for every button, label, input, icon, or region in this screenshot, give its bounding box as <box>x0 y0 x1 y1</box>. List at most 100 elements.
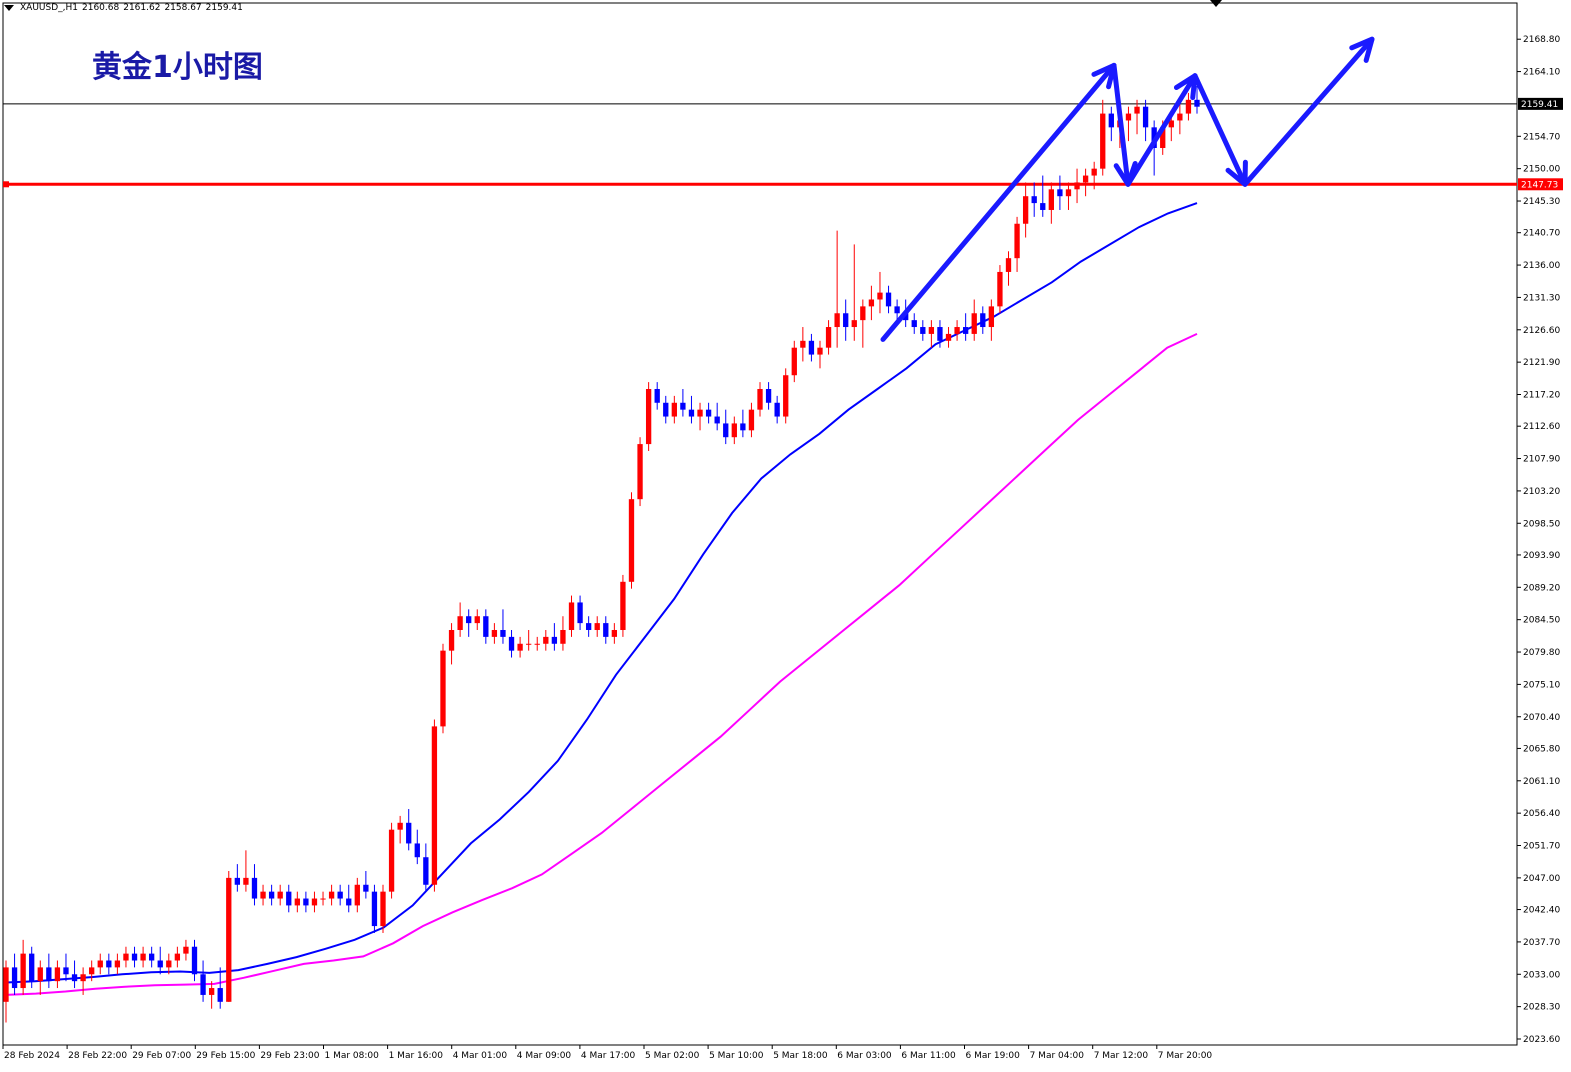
candle-body <box>1040 203 1046 210</box>
x-tick-label: 29 Feb 23:00 <box>260 1051 319 1061</box>
candle-body <box>431 726 438 885</box>
support-price-tag: 2147.73 <box>1521 180 1558 190</box>
candle-body <box>808 340 815 355</box>
y-tick-label: 2089.20 <box>1523 583 1560 593</box>
candle-body <box>945 333 952 341</box>
candle-body <box>277 891 283 899</box>
trend-arrow-line <box>1125 73 1198 187</box>
candle-body <box>294 898 300 906</box>
candle-body <box>474 616 480 624</box>
y-tick-label: 2056.40 <box>1523 809 1560 819</box>
candle-body <box>243 877 249 885</box>
candle-body <box>723 423 729 438</box>
candle-body <box>962 327 969 334</box>
candle-body <box>851 320 857 328</box>
candle-body <box>1031 196 1037 204</box>
y-tick-label: 2098.50 <box>1523 519 1560 529</box>
candle-body <box>380 891 386 927</box>
candle-body <box>637 444 643 500</box>
candle-body <box>894 306 900 314</box>
candle-body <box>11 967 18 989</box>
candle-body <box>71 974 78 982</box>
candle-body <box>217 988 223 1002</box>
candle-body <box>654 389 660 403</box>
candle-body <box>988 306 995 328</box>
candle-body <box>448 629 455 651</box>
current-price-tag-bg <box>1518 97 1563 110</box>
y-tick-label: 2131.30 <box>1523 293 1560 303</box>
candle-body <box>106 960 112 968</box>
x-tick-label: 6 Mar 11:00 <box>901 1051 956 1061</box>
candle-body <box>226 877 232 1002</box>
candle-body <box>577 602 583 624</box>
candle-body <box>551 636 558 644</box>
candle-body <box>791 347 797 376</box>
candle-body <box>251 877 258 899</box>
candle-body <box>20 953 26 989</box>
candle-body <box>303 898 309 906</box>
y-tick-label: 2065.80 <box>1523 744 1560 754</box>
candle-body <box>1194 99 1200 107</box>
x-tick-label: 1 Mar 16:00 <box>389 1051 444 1061</box>
y-tick-label: 2079.80 <box>1523 648 1560 658</box>
candle-body <box>860 306 866 321</box>
candle-body <box>174 953 181 961</box>
y-tick-label: 2033.00 <box>1523 970 1560 980</box>
candle-body <box>697 409 703 417</box>
x-tick-label: 6 Mar 03:00 <box>837 1051 892 1061</box>
x-tick-label: 4 Mar 09:00 <box>517 1051 572 1061</box>
x-tick-label: 28 Feb 2024 <box>4 1051 60 1061</box>
candle-body <box>543 636 549 644</box>
candle-body <box>594 623 600 630</box>
candle-body <box>406 822 412 844</box>
candle-body <box>200 974 206 995</box>
candle-body <box>911 320 917 328</box>
x-tick-label: 29 Feb 07:00 <box>132 1051 191 1061</box>
y-tick-label: 2070.40 <box>1523 713 1560 723</box>
candle-body <box>920 327 926 334</box>
candle-body <box>585 623 592 630</box>
y-tick-label: 2117.20 <box>1523 391 1560 401</box>
candle-body <box>628 499 635 582</box>
x-tick-label: 7 Mar 20:00 <box>1158 1051 1213 1061</box>
y-tick-label: 2084.50 <box>1523 616 1560 626</box>
y-tick-label: 2061.10 <box>1523 777 1560 787</box>
candle-body <box>363 884 369 892</box>
candle-body <box>663 402 669 417</box>
candle-body <box>46 967 52 982</box>
candle-body <box>354 884 360 906</box>
candle-body <box>388 829 395 892</box>
candle-body <box>1074 182 1080 190</box>
candle-body <box>268 891 275 899</box>
candle-body <box>29 953 35 982</box>
candle-body <box>705 409 712 417</box>
x-tick-label: 29 Feb 15:00 <box>196 1051 255 1061</box>
y-tick-label: 2150.00 <box>1523 165 1560 175</box>
candle-body <box>688 409 695 417</box>
candle-body <box>80 974 86 982</box>
candle-body <box>903 313 909 321</box>
y-tick-label: 2168.80 <box>1523 35 1560 45</box>
y-tick-label: 2145.30 <box>1523 197 1560 207</box>
candle-body <box>1082 175 1089 183</box>
candle-body <box>817 347 823 355</box>
x-tick-label: 7 Mar 04:00 <box>1030 1051 1085 1061</box>
candle-body <box>714 416 720 424</box>
candle-body <box>800 340 806 348</box>
trend-arrow-line <box>1192 73 1248 187</box>
x-tick-label: 6 Mar 19:00 <box>966 1051 1021 1061</box>
y-tick-label: 2028.30 <box>1523 1003 1560 1013</box>
candle-body <box>191 946 198 975</box>
candle-body <box>740 423 746 431</box>
candle-body <box>328 891 335 899</box>
candle-body <box>1057 189 1063 197</box>
candle-body <box>1022 196 1029 224</box>
candle-body <box>311 898 318 906</box>
candle-body <box>526 643 532 645</box>
candle-body <box>89 967 95 975</box>
candle-body <box>825 327 832 348</box>
y-tick-label: 2126.60 <box>1523 326 1560 336</box>
candle-body <box>1177 113 1183 121</box>
y-tick-label: 2121.90 <box>1523 358 1560 368</box>
